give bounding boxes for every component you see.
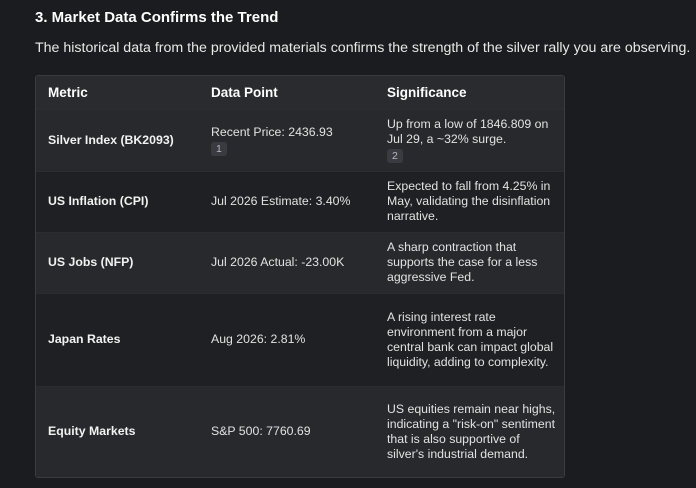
- section-heading: 3. Market Data Confirms the Trend: [35, 9, 279, 26]
- metric-cell: Japan Rates: [48, 332, 121, 346]
- table-row: US Inflation (CPI) Jul 2026 Estimate: 3.…: [36, 171, 564, 232]
- citation-badge[interactable]: 1: [211, 141, 227, 156]
- metric-cell: Equity Markets: [48, 424, 136, 439]
- significance-cell: A sharp contraction that supports the ca…: [387, 240, 538, 284]
- citation-badge[interactable]: 2: [387, 149, 403, 163]
- table-row: Japan Rates Aug 2026: 2.81% A rising int…: [36, 293, 564, 386]
- data-point-text: Recent Price: 2436.93: [211, 124, 333, 139]
- data-point-cell: S&P 500: 7760.69: [211, 424, 311, 439]
- metric-cell: Silver Index (BK2093): [48, 132, 174, 147]
- table-row: Silver Index (BK2093) Recent Price: 2436…: [36, 109, 564, 171]
- data-point-cell: Jul 2026 Actual: -23.00K: [211, 255, 345, 269]
- table-row: Equity Markets S&P 500: 7760.69 US equit…: [36, 386, 564, 477]
- data-point-cell: Jul 2026 Estimate: 3.40%: [211, 194, 351, 208]
- column-header-significance: Significance: [387, 84, 467, 100]
- section-intro: The historical data from the provided ma…: [35, 40, 691, 56]
- table-row: US Jobs (NFP) Jul 2026 Actual: -23.00K A…: [36, 232, 564, 293]
- data-point-cell: Aug 2026: 2.81%: [211, 332, 306, 346]
- significance-cell: Expected to fall from 4.25% in May, vali…: [387, 179, 551, 223]
- market-data-table: Metric Data Point Significance Silver In…: [35, 75, 565, 478]
- metric-cell: US Jobs (NFP): [48, 255, 134, 269]
- significance-cell: Up from a low of 1846.809 on Jul 29, a ~…: [375, 109, 564, 171]
- significance-text: Up from a low of 1846.809 on Jul 29, a ~…: [387, 117, 549, 146]
- metric-cell: US Inflation (CPI): [48, 194, 149, 208]
- data-point-cell: Recent Price: 2436.93 1: [199, 109, 375, 171]
- column-header-metric: Metric: [48, 84, 88, 100]
- column-header-data-point: Data Point: [211, 84, 278, 100]
- significance-cell: US equities remain near highs, indicatin…: [387, 401, 556, 461]
- significance-cell: A rising interest rate environment from …: [387, 309, 554, 369]
- table-header-row: Metric Data Point Significance: [36, 76, 564, 109]
